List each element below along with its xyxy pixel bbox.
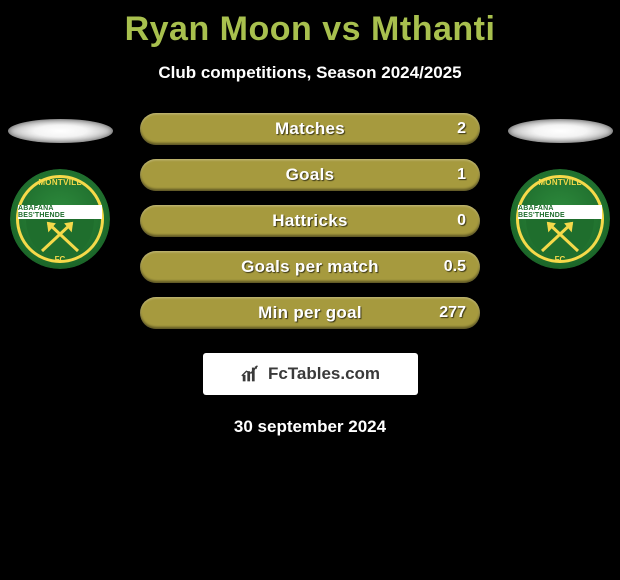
stat-label: Goals per match	[241, 257, 379, 277]
badge-arrows-icon	[510, 169, 610, 269]
subtitle: Club competitions, Season 2024/2025	[0, 63, 620, 83]
player-b-avatar-shadow	[508, 119, 613, 143]
stat-right-value: 0.5	[444, 251, 466, 283]
player-a-club-badge: MONTVILL ABAFANA BES'THENDE FC	[10, 169, 110, 269]
stat-label: Min per goal	[258, 303, 362, 323]
stat-row-gpm: Goals per match 0.5	[140, 251, 480, 283]
left-side: MONTVILL ABAFANA BES'THENDE FC	[0, 113, 120, 269]
fctables-watermark: FcTables.com	[203, 353, 418, 395]
badge-fc-text: FC	[10, 255, 110, 264]
stats-area: MONTVILL ABAFANA BES'THENDE FC MONTVILL …	[0, 113, 620, 329]
badge-arrows-icon	[10, 169, 110, 269]
stat-label: Goals	[286, 165, 335, 185]
stat-right-value: 277	[439, 297, 466, 329]
stat-right-value: 2	[457, 113, 466, 145]
player-b-name: Mthanti	[371, 10, 495, 48]
stat-row-mpg: Min per goal 277	[140, 297, 480, 329]
player-a-name: Ryan Moon	[125, 10, 313, 48]
stat-rows: Matches 2 Goals 1 Hattricks 0 Goals per …	[140, 113, 480, 329]
page-title: Ryan Moon vs Mthanti	[0, 0, 620, 49]
stat-right-value: 0	[457, 205, 466, 237]
stat-label: Matches	[275, 119, 345, 139]
badge-fc-text: FC	[510, 255, 610, 264]
vs-label: vs	[322, 10, 361, 48]
stat-label: Hattricks	[272, 211, 347, 231]
right-side: MONTVILL ABAFANA BES'THENDE FC	[500, 113, 620, 269]
date-text: 30 september 2024	[0, 417, 620, 437]
fctables-text: FcTables.com	[268, 364, 380, 384]
bar-chart-icon	[240, 363, 262, 385]
stat-row-matches: Matches 2	[140, 113, 480, 145]
stat-row-goals: Goals 1	[140, 159, 480, 191]
stat-row-hattricks: Hattricks 0	[140, 205, 480, 237]
infographic-container: Ryan Moon vs Mthanti Club competitions, …	[0, 0, 620, 580]
player-b-club-badge: MONTVILL ABAFANA BES'THENDE FC	[510, 169, 610, 269]
player-a-avatar-shadow	[8, 119, 113, 143]
stat-right-value: 1	[457, 159, 466, 191]
